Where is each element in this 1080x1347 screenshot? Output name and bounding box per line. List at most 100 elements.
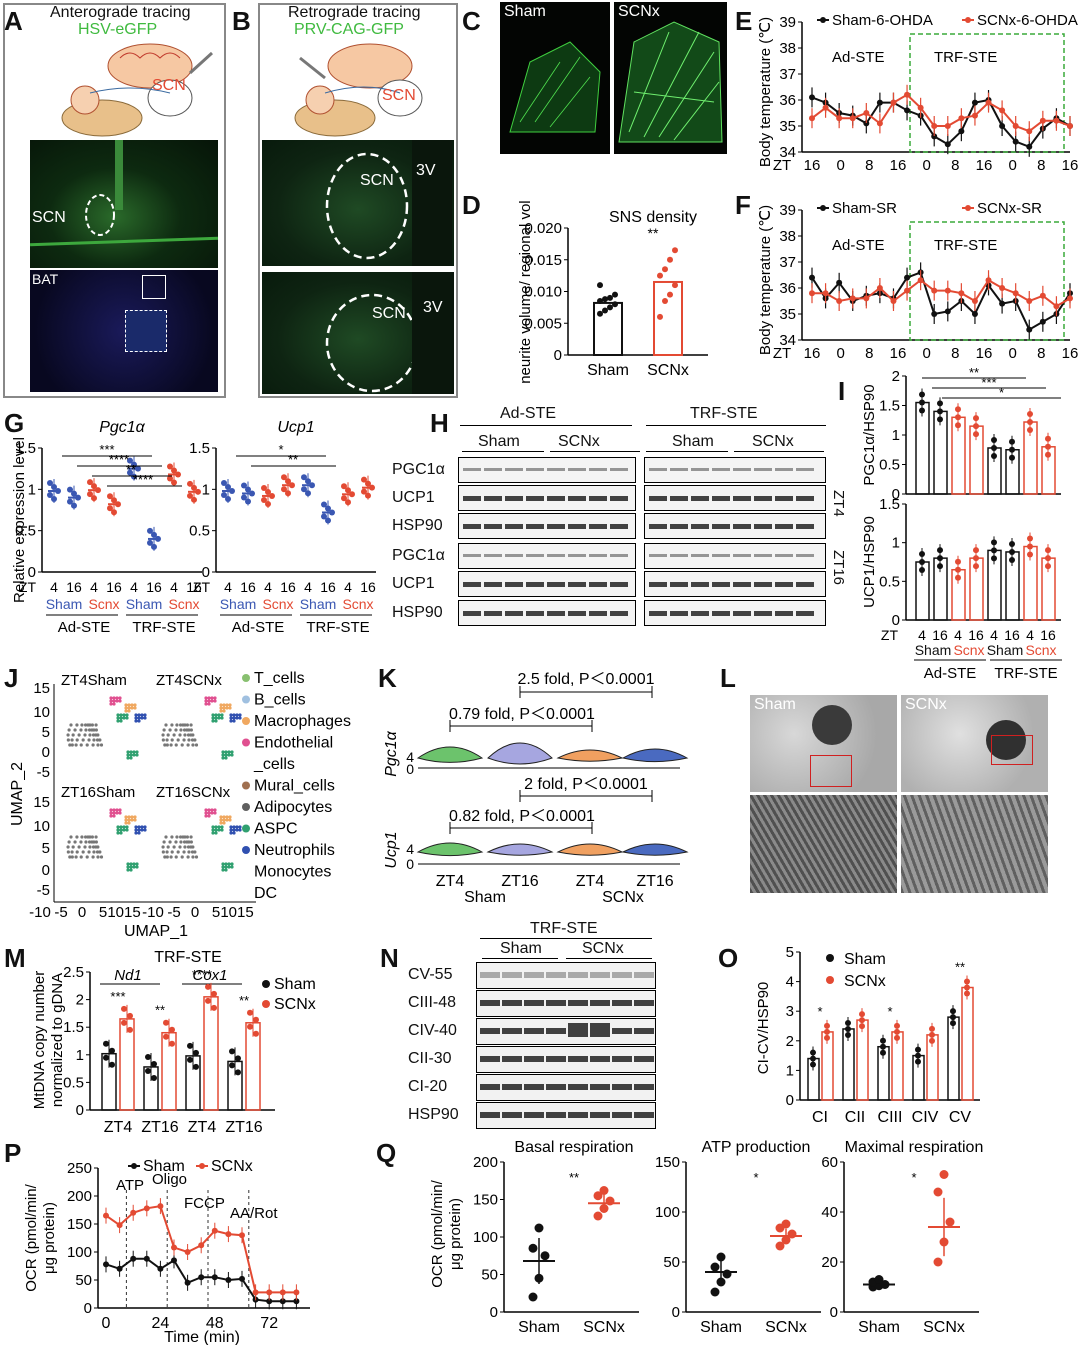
chart-q-sig: **: [569, 1170, 579, 1185]
chart-i-ylabel: PGC1α/HSP90: [861, 384, 878, 485]
chart-j-point: [126, 756, 130, 760]
chart-j-point: [172, 733, 176, 737]
blot-h-band: [670, 496, 688, 501]
chart-i-point: [991, 555, 997, 562]
blot-h-band: [568, 468, 586, 471]
blot-h-band: [649, 468, 667, 471]
chart-i-y-tick-label: 2: [892, 368, 900, 385]
chart-q-title: Maximal respiration: [845, 1139, 984, 1156]
chart-j-point: [126, 750, 130, 754]
chart-q-point: [933, 1257, 943, 1267]
chart-j-point: [140, 825, 144, 829]
chart-j-point: [116, 716, 120, 720]
panel-n-label: N: [380, 943, 399, 973]
chart-o-x-tick-label: CII: [845, 1109, 865, 1126]
chart-i-point: [991, 539, 997, 546]
blot-n-band: [612, 1056, 632, 1062]
blot-h-group: TRF-STE: [690, 405, 758, 422]
chart-g-point: [281, 474, 287, 481]
chart-j-point: [124, 818, 128, 822]
chart-j-point: [224, 756, 228, 760]
blot-h-band: [796, 554, 814, 557]
blot-h-sub: SCNx: [558, 433, 600, 450]
chart-o-ylabel: CI-CV/HSP90: [755, 982, 772, 1075]
blot-h-band: [526, 611, 544, 616]
chart-j-point: [129, 756, 133, 760]
chart-m-y-tick-label: 2: [76, 992, 84, 1009]
chart-j-point: [95, 738, 100, 742]
chart-g-point: [195, 488, 201, 495]
chart-j-point: [221, 756, 225, 760]
blot-h-band: [526, 468, 544, 471]
chart-i-point: [1009, 438, 1015, 445]
chart-j-point: [68, 743, 72, 747]
blot-h-band: [568, 524, 586, 529]
chart-j-point: [229, 716, 233, 720]
blot-h-band: [589, 524, 607, 529]
chart-j-point: [182, 738, 186, 742]
chart-i-group-label: Scnx: [953, 642, 984, 658]
blot-h-band: [733, 524, 751, 529]
chart-q-y-tick-label: 20: [821, 1254, 838, 1271]
chart-j-legend-label: Macrophages: [254, 713, 351, 730]
chart-j-point: [143, 825, 147, 829]
chart-q-point: [534, 1223, 544, 1233]
chart-j-point: [222, 821, 226, 825]
chart-j-point: [87, 738, 91, 742]
chart-g-y-tick-label: 0.5: [189, 523, 210, 540]
chart-j-point: [70, 738, 74, 742]
chart-d-point: [667, 291, 673, 298]
chart-j-point: [229, 825, 233, 829]
chart-F-region-trf: TRF-STE: [934, 237, 997, 254]
chart-j-point: [210, 811, 214, 815]
chart-g-point: [369, 484, 375, 491]
chart-g-point: [115, 501, 121, 508]
chart-j-point: [137, 719, 141, 723]
chart-q: OCR (pmol/min/μg protein) Basal respirati…: [429, 1139, 984, 1336]
chart-j-y-tick-label: -5: [37, 764, 50, 781]
chart-i-point: [973, 563, 979, 570]
chart-j-point: [182, 840, 187, 844]
chart-o-point: [824, 1034, 830, 1041]
chart-g-point: [321, 513, 327, 520]
chart-j-legend-swatch: [242, 803, 250, 811]
blot-h-sub: Sham: [672, 433, 714, 450]
chart-j-point: [109, 696, 113, 700]
chart-j-point: [222, 703, 226, 707]
chart-g-point: [147, 527, 153, 534]
chart-j-point: [164, 835, 168, 839]
chart-j-point: [214, 713, 218, 717]
chart-E-legend-marker: [820, 17, 826, 23]
panel-l-label: L: [720, 663, 736, 693]
chart-g-point: [95, 487, 101, 494]
chart-j-point: [125, 713, 129, 717]
chart-j-point: [119, 716, 123, 720]
blot-h-zt: ZT16: [830, 550, 847, 586]
chart-m-point: [253, 1016, 259, 1023]
chart-m-point: [145, 1053, 151, 1060]
chart-g-title: Pgc1α: [99, 419, 145, 436]
chart-j-point: [221, 862, 225, 866]
chart-j-point: [174, 840, 178, 844]
chart-g-point: [151, 531, 157, 538]
blot-h-band: [547, 582, 565, 587]
chart-d-sig: **: [648, 225, 659, 241]
chart-i-point: [973, 415, 979, 422]
blot-h-strip: [458, 543, 636, 569]
blot-h-band: [691, 611, 709, 616]
chart-j-point: [165, 738, 169, 742]
panel-l-sham-em-zoom: [750, 795, 897, 893]
chart-j-point: [67, 840, 71, 844]
chart-d-y-tick-label: 0.005: [524, 315, 562, 332]
chart-p-y-tick-label: 100: [67, 1244, 92, 1261]
chart-g-point: [151, 543, 157, 550]
chart-j-point: [219, 709, 223, 713]
blot-h-band: [775, 524, 793, 529]
chart-m-point: [163, 1019, 169, 1026]
chart-j-subtitle: ZT4SCNx: [156, 672, 222, 689]
blot-h-band: [484, 524, 502, 529]
blot-n-strip: [476, 1074, 656, 1101]
chart-j-point: [77, 733, 81, 737]
chart-p-xlabel: Time (min): [164, 1329, 240, 1345]
chart-d-y-tick-label: 0: [554, 347, 562, 364]
